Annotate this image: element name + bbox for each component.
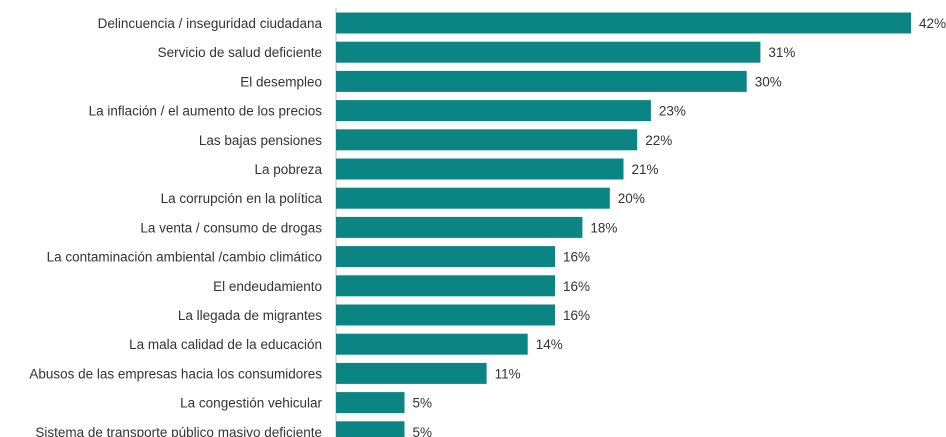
value-label: 30% xyxy=(755,74,782,89)
value-label: 11% xyxy=(495,366,521,381)
bar xyxy=(336,392,405,414)
category-label: La inflación / el aumento de los precios xyxy=(89,104,323,119)
value-label: 16% xyxy=(563,279,590,294)
value-label: 23% xyxy=(659,104,686,119)
bar xyxy=(336,362,487,384)
category-label: Sistema de transporte público masivo def… xyxy=(35,425,322,437)
category-label: La pobreza xyxy=(254,162,322,177)
value-label: 20% xyxy=(618,191,645,206)
value-label: 16% xyxy=(563,250,590,265)
category-label: La llegada de migrantes xyxy=(178,308,322,323)
value-label: 5% xyxy=(413,396,433,411)
category-label: La contaminación ambiental /cambio climá… xyxy=(47,250,322,265)
bar xyxy=(336,100,651,122)
value-label: 18% xyxy=(590,220,617,235)
bar xyxy=(336,275,555,297)
bar xyxy=(336,12,911,34)
value-label: 31% xyxy=(768,45,795,60)
bar xyxy=(336,187,610,209)
category-label: La venta / consumo de drogas xyxy=(140,220,322,235)
category-label: Delincuencia / inseguridad ciudadana xyxy=(98,16,323,31)
category-label: La congestión vehicular xyxy=(180,396,322,411)
bar xyxy=(336,421,405,437)
category-label: Las bajas pensiones xyxy=(199,133,322,148)
bar xyxy=(336,158,624,180)
bar xyxy=(336,41,761,63)
value-label: 14% xyxy=(536,337,563,352)
value-label: 42% xyxy=(919,16,946,31)
value-label: 5% xyxy=(413,425,433,437)
bar xyxy=(336,333,528,355)
bar xyxy=(336,246,555,268)
value-label: 16% xyxy=(563,308,590,323)
bar xyxy=(336,216,583,238)
category-label: Abusos de las empresas hacia los consumi… xyxy=(29,366,322,381)
category-label: Servicio de salud deficiente xyxy=(158,45,322,60)
category-label: La mala calidad de la educación xyxy=(129,337,322,352)
category-label: El desempleo xyxy=(240,74,322,89)
bar xyxy=(336,129,638,151)
bars-layer: Delincuencia / inseguridad ciudadana 42% S… xyxy=(29,8,946,437)
bar xyxy=(336,304,555,326)
category-label: El endeudamiento xyxy=(213,279,322,294)
bar xyxy=(336,70,747,92)
value-label: 22% xyxy=(645,133,672,148)
category-label: La corrupción en la política xyxy=(161,191,323,206)
value-label: 21% xyxy=(632,162,659,177)
